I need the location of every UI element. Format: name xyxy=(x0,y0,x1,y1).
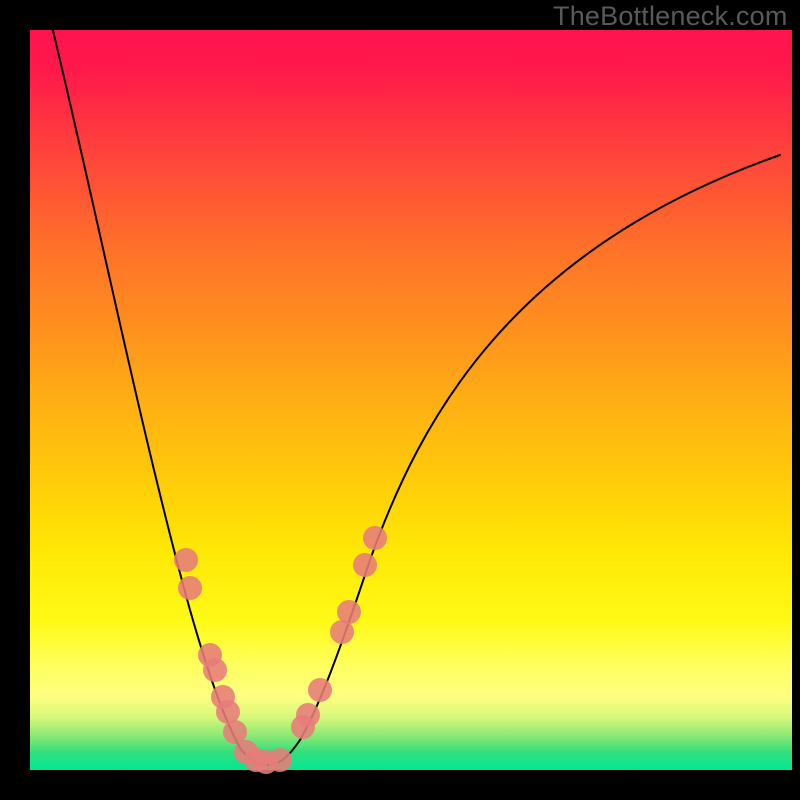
bottleneck-chart: TheBottleneck.com xyxy=(0,0,800,800)
plot-area xyxy=(30,30,792,770)
watermark-label: TheBottleneck.com xyxy=(553,1,788,32)
